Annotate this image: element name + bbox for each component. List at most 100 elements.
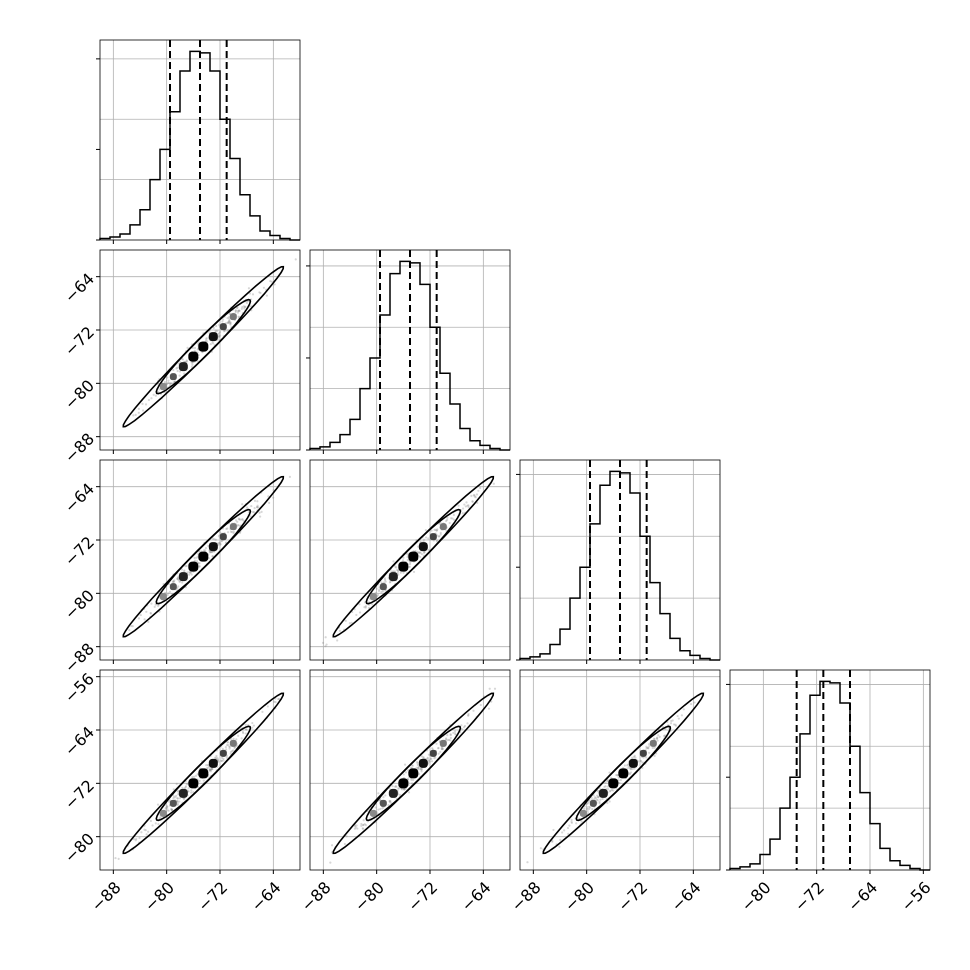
scatter-point [184,786,187,789]
scatter-point [407,791,411,794]
scatter-point [198,565,201,568]
scatter-point [645,747,648,750]
scatter-point [217,541,221,545]
scatter-point [229,530,233,533]
scatter-point [412,570,416,574]
y-tick-label: −64 [61,269,98,306]
scatter-point [209,768,212,772]
scatter-point [580,820,583,823]
scatter-point [417,768,420,771]
scatter-point [242,519,245,522]
scatter-point [435,529,438,532]
scatter-point [251,510,255,514]
scatter-point [140,831,143,834]
scatter-point [382,581,386,584]
scatter-point [252,724,255,727]
scatter-point [227,741,230,744]
scatter-point [430,760,434,763]
scatter-point [587,812,590,815]
scatter-point [336,639,339,642]
scatter-point [240,307,243,310]
y-tick-label: −64 [61,723,98,760]
scatter-point [232,749,235,752]
scatter-point [176,800,179,804]
scatter-point [467,712,470,715]
scatter-point [209,550,212,554]
scatter-point [172,580,175,583]
scatter-point [229,752,232,755]
scatter-point [427,759,430,762]
scatter-point [259,515,262,518]
scatter-point [208,549,211,553]
scatter-point [267,495,270,498]
scatter-point [253,499,257,502]
scatter-point [447,738,451,741]
scatter-point [245,728,248,731]
scatter-point [269,280,272,283]
scatter-point [219,543,222,546]
scatter-panel-2-1 [309,459,511,664]
scatter-point [402,773,405,776]
scatter-point [214,329,217,332]
scatter-point [241,503,244,506]
scatter-point [277,697,280,701]
scatter-point [238,531,242,535]
scatter-point [205,764,208,767]
panel-content [122,475,291,638]
scatter-point [222,330,226,333]
scatter-point [244,732,247,735]
scatter-point [408,565,411,568]
scatter-point [191,363,194,366]
scatter-point [220,759,223,763]
scatter-point [472,709,475,712]
scatter-point [180,568,184,571]
contour-level-1 [122,475,285,638]
scatter-point [633,767,636,770]
scatter-point [394,565,397,568]
scatter-point [420,768,423,771]
scatter-point [150,602,153,605]
scatter-point [594,796,598,800]
scatter-point [222,757,225,760]
y-tick-label: −80 [61,586,98,623]
scatter-point [418,551,421,554]
scatter-point [225,527,228,531]
histogram-panel-3: −80 −72 −64 −56 [726,669,935,915]
scatter-point [188,571,192,574]
scatter-point [157,604,160,607]
scatter-point [245,301,248,305]
scatter-point [475,493,479,496]
scatter-point [389,580,392,583]
density-marker [169,373,177,381]
scatter-point [167,592,170,595]
density-marker [579,809,587,817]
density-marker [598,788,608,798]
scatter-point [172,368,175,372]
scatter-point [597,796,600,799]
scatter-point [190,789,193,792]
scatter-point [238,524,241,527]
scatter-point [204,546,208,550]
scatter-point [256,500,259,503]
scatter-point [446,734,449,737]
density-marker [408,551,419,562]
scatter-point [272,496,275,499]
scatter-point [403,788,406,791]
scatter-point [217,336,220,339]
scatter-point [234,309,237,312]
scatter-panel-1-0: −88 −80 −72 −64 [61,249,301,467]
density-marker [219,533,227,541]
scatter-point [412,778,415,782]
scatter-point [398,787,401,790]
scatter-point [394,784,398,788]
scatter-point [218,330,222,334]
scatter-point [233,746,236,749]
scatter-point [234,309,237,312]
scatter-point [479,486,482,490]
scatter-point [229,321,232,324]
scatter-point [210,551,214,554]
scatter-point [187,787,190,790]
scatter-point [384,794,387,797]
scatter-point [216,757,219,760]
density-marker [198,341,209,352]
